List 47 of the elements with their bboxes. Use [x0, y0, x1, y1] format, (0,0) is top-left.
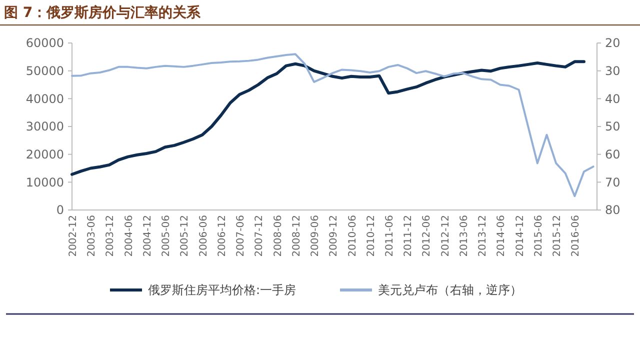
x-tick-label: 2005-06 [161, 215, 172, 257]
x-tick-label: 2010-06 [347, 215, 358, 257]
y2-tick-label: 60 [605, 148, 620, 162]
x-tick-label: 2011-06 [384, 215, 396, 257]
x-tick-label: 2015-06 [533, 215, 544, 257]
y-tick-label: 10000 [26, 175, 64, 190]
x-tick-label: 2012-12 [440, 215, 452, 257]
y-tick-label: 40000 [26, 92, 64, 106]
x-tick-label: 2007-12 [254, 215, 266, 257]
y2-tick-label: 20 [605, 36, 620, 50]
x-tick-label: 2004-06 [124, 215, 135, 257]
line-series [71, 53, 594, 198]
x-tick-label: 2007-06 [236, 215, 247, 257]
x-tick-label: 2013-06 [458, 215, 470, 257]
chart-title: 图 7：俄罗斯房价与汇率的关系 [4, 4, 202, 21]
x-tick-label: 2009-12 [328, 215, 340, 257]
x-tick-label: 2008-12 [291, 215, 302, 257]
x-tick-label: 2010-12 [366, 215, 377, 257]
line-series [70, 60, 586, 176]
x-tick-label: 2014-12 [514, 215, 526, 257]
x-tick-label: 2003-06 [86, 215, 98, 257]
x-tick-label: 2008-06 [272, 215, 284, 257]
legend-label: 俄罗斯住房平均价格:一手房 [148, 283, 296, 298]
x-tick-label: 2006-06 [198, 215, 210, 257]
x-tick-label: 2005-12 [180, 215, 191, 257]
x-tick-label: 2014-06 [496, 215, 508, 257]
x-tick-label: 2011-12 [403, 215, 414, 257]
x-tick-label: 2012-06 [422, 215, 433, 257]
y2-tick-label: 30 [605, 64, 620, 78]
y2-tick-label: 40 [605, 92, 620, 106]
y2-tick-label: 50 [605, 120, 620, 134]
x-tick-label: 2009-06 [310, 215, 322, 257]
y-tick-label: 60000 [26, 36, 64, 50]
x-tick-label: 2003-12 [105, 215, 116, 257]
x-tick-label: 2013-12 [478, 215, 489, 257]
y-tick-label: 0 [56, 203, 64, 218]
y2-tick-label: 80 [605, 203, 620, 218]
y-tick-label: 20000 [26, 148, 64, 162]
x-tick-label: 2006-12 [216, 215, 228, 257]
y2-tick-label: 70 [605, 175, 620, 190]
x-tick-label: 2016-06 [570, 215, 582, 257]
legend-label: 美元兑卢布（右轴，逆序） [378, 283, 522, 298]
y-tick-label: 30000 [26, 120, 64, 134]
x-tick-label: 2004-12 [142, 215, 154, 257]
x-tick-label: 2002-12 [68, 215, 79, 257]
x-tick-label: 2015-12 [552, 215, 564, 257]
y-tick-label: 50000 [26, 64, 64, 78]
